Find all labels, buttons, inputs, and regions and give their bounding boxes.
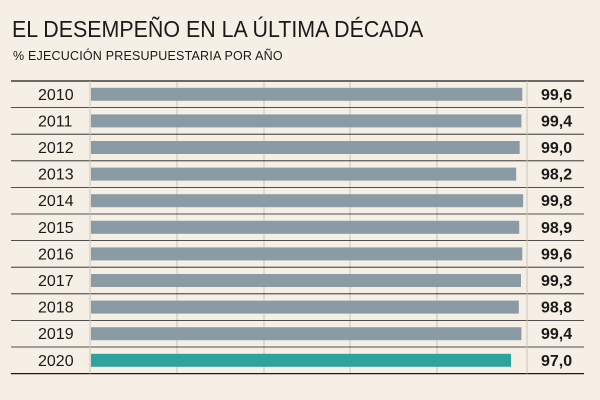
chart-title: EL DESEMPEÑO EN LA ÚLTIMA DÉCADA bbox=[12, 16, 424, 42]
value-label: 98,9 bbox=[541, 220, 572, 237]
category-label: 2012 bbox=[38, 140, 74, 157]
value-label: 99,0 bbox=[541, 140, 572, 157]
bar bbox=[91, 247, 523, 261]
bar bbox=[91, 114, 522, 128]
category-label: 2020 bbox=[38, 353, 74, 370]
value-label: 99,4 bbox=[541, 326, 572, 343]
category-label: 2018 bbox=[38, 300, 74, 317]
chart-subtitle: % EJECUCIÓN PRESUPUESTARIA POR AÑO bbox=[13, 49, 283, 63]
bar bbox=[91, 353, 512, 367]
category-label: 2011 bbox=[38, 113, 73, 130]
value-label: 99,6 bbox=[541, 246, 572, 263]
bar bbox=[91, 327, 522, 341]
value-label: 99,4 bbox=[541, 113, 572, 130]
value-label: 98,8 bbox=[541, 300, 572, 317]
category-label: 2014 bbox=[38, 193, 74, 210]
category-label: 2017 bbox=[38, 273, 74, 290]
category-label: 2010 bbox=[38, 87, 74, 104]
value-label: 99,6 bbox=[541, 87, 572, 104]
value-label: 98,2 bbox=[541, 167, 572, 184]
value-label: 99,8 bbox=[541, 193, 572, 210]
bar bbox=[91, 167, 517, 181]
value-label: 97,0 bbox=[541, 353, 572, 370]
bar bbox=[91, 300, 519, 314]
bar bbox=[91, 141, 520, 154]
category-label: 2019 bbox=[38, 326, 74, 343]
category-label: 2016 bbox=[38, 246, 74, 263]
category-label: 2013 bbox=[38, 167, 74, 184]
bar bbox=[91, 274, 521, 287]
value-label: 99,3 bbox=[541, 273, 572, 290]
bar bbox=[91, 87, 523, 101]
category-label: 2015 bbox=[38, 220, 74, 237]
bar bbox=[91, 194, 524, 208]
bar bbox=[91, 220, 520, 234]
